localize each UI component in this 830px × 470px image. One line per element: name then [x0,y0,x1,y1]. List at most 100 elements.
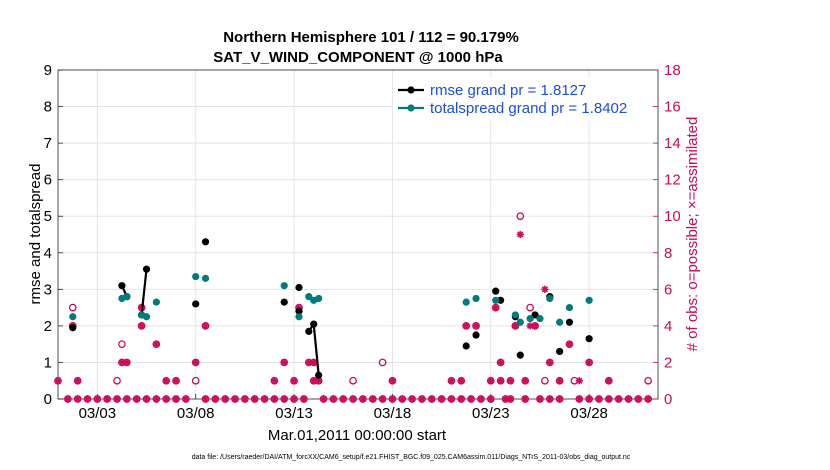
obs-assimilated-stroke [472,322,480,330]
obs-assimilated-marker [546,358,554,367]
obs-assimilated-marker [138,322,146,330]
obs-assimilated-marker [152,395,160,403]
obs-assimilated-marker [103,395,111,403]
obs-assimilated-marker [162,377,170,385]
obs-assimilated-marker [531,322,539,330]
obs-assimilated-stroke [241,395,249,403]
obs-assimilated-marker [359,395,367,403]
obs-assimilated-marker [172,395,180,403]
obs-assimilated-marker [339,395,347,403]
obs-assimilated-marker [192,358,200,367]
obs-assimilated-marker [123,358,131,367]
y-tick-label-right: 2 [664,354,672,371]
y-tick-label-right: 6 [664,281,672,298]
obs-possible-marker [644,376,653,385]
legend: rmse grand pr = 1.8127 totalspread grand… [393,78,651,120]
obs-possible-marker [349,376,357,385]
obs-assimilated-stroke [522,377,529,384]
rmse-point [310,320,318,328]
obs-possible-marker [378,358,387,367]
obs-assimilated-stroke [492,304,499,311]
totalspread-point [152,298,160,306]
x-tick-label: 03/03 [79,405,117,422]
obs-assimilated-marker [74,377,82,385]
obs-assimilated-stroke [477,395,485,403]
obs-assimilated-marker [457,395,465,403]
totalspread-point [201,274,210,282]
obs-assimilated-stroke [389,377,396,384]
obs-assimilated-marker [152,340,160,348]
obs-assimilated-stroke [231,395,239,403]
obs-assimilated-stroke [566,341,573,348]
rmse-point [462,342,470,350]
y-tick-label-right: 10 [664,208,681,225]
obs-assimilated-stroke [133,395,140,403]
x-tick-label: 03/18 [374,405,412,422]
obs-assimilated-stroke [487,377,494,384]
obs-assimilated-stroke [153,395,160,403]
rmse-point [585,335,593,343]
obs-assimilated-stroke [507,377,514,384]
obs-assimilated-stroke [261,395,268,403]
obs-assimilated-marker [541,285,549,293]
legend-spread-marker [407,104,415,112]
x-tick-label: 03/28 [570,405,608,422]
obs-assimilated-marker [511,322,519,330]
obs-assimilated-stroke [340,395,347,403]
totalspread-point [142,313,151,321]
rmse-point [69,324,77,332]
totalspread-point [516,318,524,326]
obs-assimilated-stroke [64,395,71,403]
obs-assimilated-marker [644,395,652,403]
obs-assimilated-marker [575,395,583,403]
obs-assimilated-marker [162,395,170,403]
obs-assimilated-stroke [635,395,642,403]
obs-assimilated-stroke [202,395,209,403]
obs-assimilated-marker [438,395,446,403]
obs-assimilated-stroke [271,395,278,403]
totalspread-point [536,314,544,323]
obs-assimilated-marker [447,377,456,385]
obs-assimilated-stroke [74,377,81,384]
obs-assimilated-marker [251,395,259,403]
obs-assimilated-marker [487,377,495,385]
y-tick-label: 4 [44,245,52,262]
obs-assimilated-marker [585,395,593,403]
obs-assimilated-marker [93,395,101,403]
obs-assimilated-marker [477,395,485,403]
y-tick-label: 2 [44,318,52,335]
obs-assimilated-marker [634,395,642,403]
rmse-point [315,371,323,379]
obs-assimilated-stroke [222,395,229,403]
totalspread-point [526,314,534,323]
obs-assimilated-stroke [497,359,504,366]
obs-assimilated-stroke [84,395,91,403]
totalspread-point [556,318,564,326]
obs-assimilated-stroke [546,359,553,366]
obs-assimilated-stroke [522,395,529,403]
obs-assimilated-marker [556,395,564,403]
obs-assimilated-stroke [512,322,519,330]
x-tick-label: 03/23 [472,405,510,422]
y-tick-label: 9 [44,62,52,79]
rmse-point [516,351,524,359]
obs-assimilated-marker [428,395,436,403]
obs-assimilated-stroke [463,322,470,330]
obs-assimilated-stroke [305,359,312,366]
y-tick-label-right: 18 [664,62,681,79]
obs-assimilated-stroke [212,395,219,403]
obs-assimilated-marker [300,395,308,403]
y-tick-label-right: 14 [664,135,681,152]
totalspread-point [462,298,470,306]
obs-assimilated-marker [388,395,397,403]
obs-assimilated-marker [123,395,131,403]
rmse-point [492,287,500,295]
totalspread-point [565,304,574,312]
obs-assimilated-stroke [138,322,145,330]
obs-assimilated-stroke [605,395,612,403]
obs-assimilated-stroke [389,395,396,403]
y-tick-label: 5 [44,208,52,225]
obs-assimilated-marker [133,395,141,403]
obs-assimilated-stroke [458,395,465,403]
